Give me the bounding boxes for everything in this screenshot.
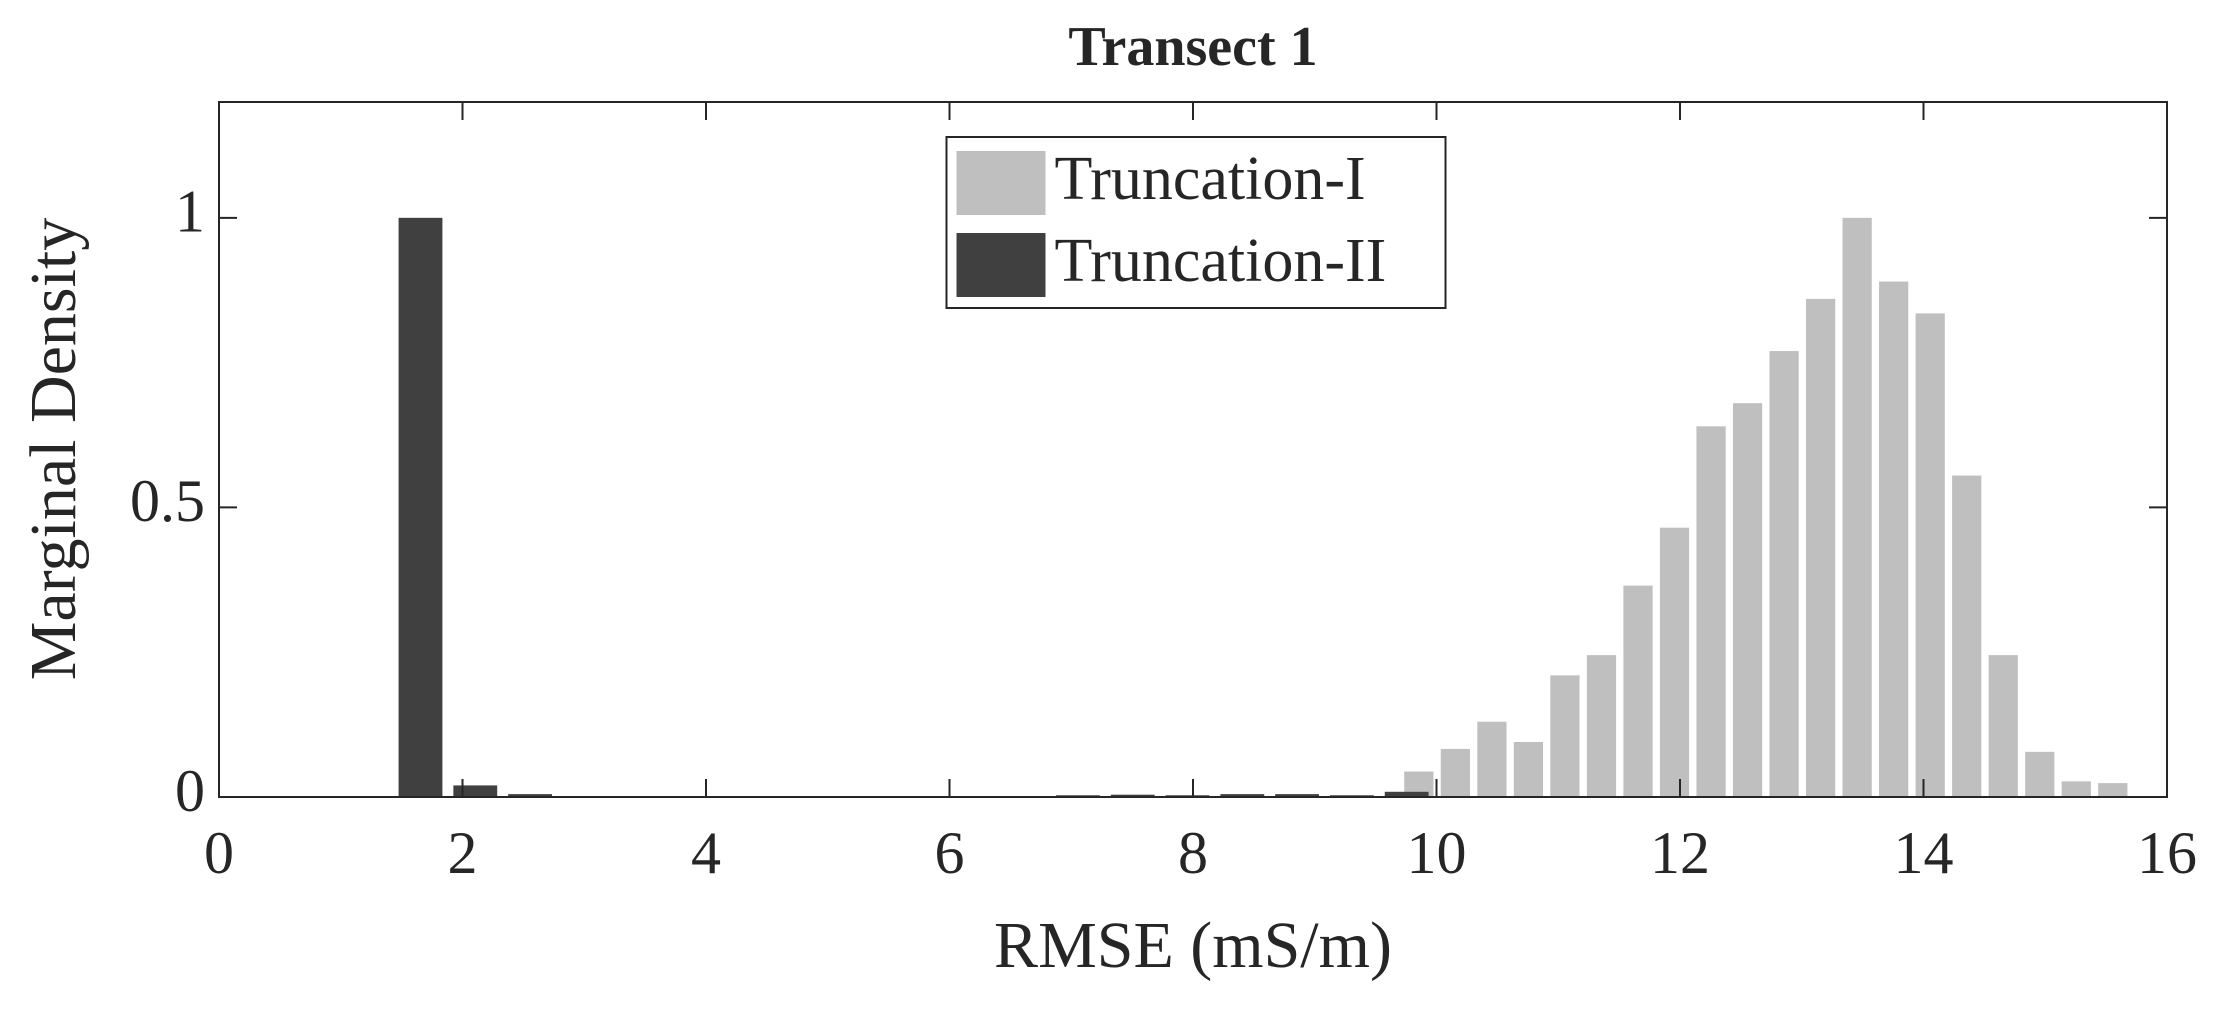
legend: Truncation-I Truncation-II: [945, 136, 1447, 309]
chart-title: Transect 1: [1068, 16, 1317, 78]
y-axis-label: Marginal Density: [17, 218, 90, 681]
bar: [1952, 475, 1982, 797]
bar: [1440, 748, 1470, 797]
y-tick-label: 0.5: [130, 468, 205, 534]
legend-label: Truncation-II: [1055, 227, 1387, 295]
bar: [1659, 527, 1690, 797]
y-tick-label: 0: [175, 758, 205, 824]
bar: [2098, 783, 2128, 797]
legend-label: Truncation-I: [1055, 145, 1366, 213]
legend-swatch: [956, 233, 1046, 297]
bar: [1586, 655, 1617, 797]
legend-swatch: [956, 151, 1046, 215]
x-tick-label: 12: [1650, 820, 1710, 886]
bar: [1275, 794, 1320, 797]
bar: [1915, 313, 1945, 797]
bar: [1477, 721, 1507, 797]
bar: [1696, 426, 1726, 797]
bar: [1384, 791, 1429, 797]
bar: [1769, 351, 1799, 797]
x-tick-label: 4: [691, 820, 721, 886]
bar: [1513, 741, 1544, 797]
x-tick-label: 14: [1894, 820, 1954, 886]
x-tick-label: 10: [1407, 820, 1467, 886]
bar: [453, 785, 498, 797]
bar: [1842, 217, 1872, 798]
bar: [2061, 781, 2091, 797]
x-tick-label: 8: [1178, 820, 1208, 886]
bar: [1220, 794, 1265, 797]
y-tick-label: 1: [175, 179, 205, 245]
x-axis-label: RMSE (mS/m): [994, 909, 1392, 982]
bar: [1879, 281, 1909, 798]
bar: [398, 217, 443, 798]
bar: [1623, 585, 1653, 797]
bar: [2025, 751, 2055, 797]
bar: [1988, 655, 2018, 797]
x-tick-label: 16: [2137, 820, 2197, 886]
bar: [1806, 298, 1836, 797]
x-tick-label: 2: [448, 820, 478, 886]
x-tick-label: 0: [204, 820, 234, 886]
bar: [1732, 403, 1763, 797]
bar: [1110, 794, 1155, 797]
bar: [1550, 675, 1580, 797]
x-tick-label: 6: [935, 820, 965, 886]
bar: [508, 794, 552, 797]
